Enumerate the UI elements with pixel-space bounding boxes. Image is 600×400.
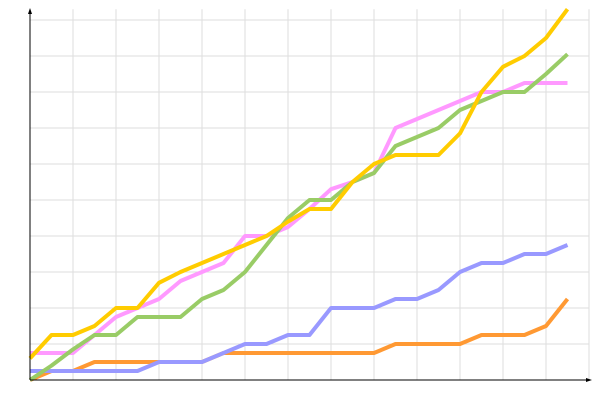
x-axis-arrow [586,378,592,382]
series-line [28,8,570,360]
series-line [30,81,568,355]
y-axis-arrow [28,8,32,14]
series-line [30,243,569,373]
lines [28,8,570,382]
series-line [29,297,570,382]
